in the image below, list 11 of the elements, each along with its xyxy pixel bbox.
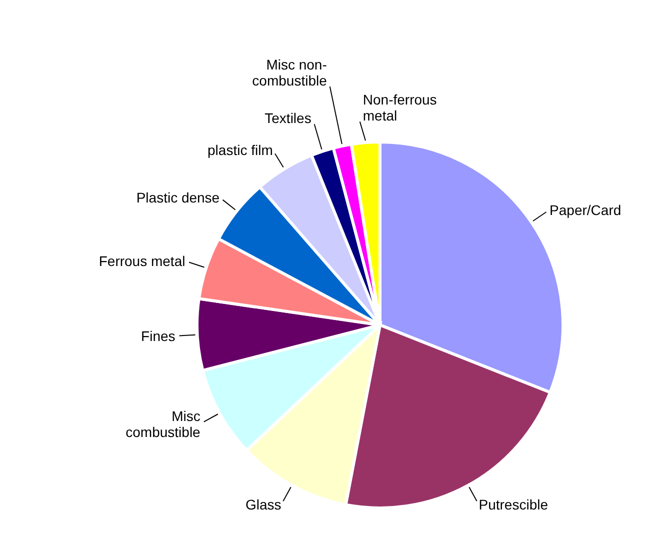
slice-label: Paper/Card xyxy=(550,202,622,218)
slice-label: Fines xyxy=(141,328,176,344)
slice-label: Non-ferrous metal xyxy=(362,92,437,124)
slice-label: Glass xyxy=(245,496,282,513)
slice-label: Plastic dense xyxy=(136,189,220,206)
slice-label: Misc non- combustible xyxy=(252,56,328,89)
slice-label: plastic film xyxy=(208,142,273,158)
slice-label: Ferrous metal xyxy=(98,253,186,270)
slice-label: Putrescible xyxy=(478,496,548,513)
slice-label: Textiles xyxy=(264,110,312,126)
slice-label: Misc combustible xyxy=(126,408,201,440)
